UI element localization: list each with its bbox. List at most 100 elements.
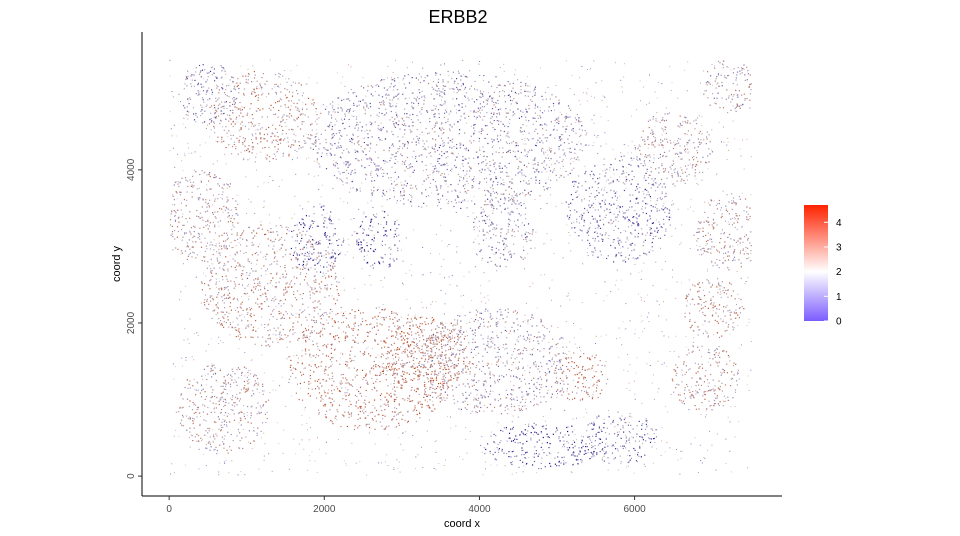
cell-point <box>530 439 532 441</box>
cell-point <box>296 224 298 226</box>
cell-point <box>661 144 663 146</box>
cell-point <box>581 460 583 462</box>
cell-point <box>732 290 734 292</box>
cell-point <box>576 218 578 220</box>
cell-point <box>298 110 300 113</box>
cell-point <box>678 142 680 144</box>
cell-point <box>678 356 680 358</box>
cell-point <box>187 180 189 182</box>
cell-point <box>218 245 221 247</box>
cell-point <box>581 390 583 392</box>
cell-point <box>229 105 231 107</box>
cell-point <box>639 149 641 152</box>
cell-point <box>540 446 542 448</box>
cell-point <box>257 282 259 284</box>
cell-point <box>408 333 410 335</box>
cell-point <box>618 244 620 246</box>
cell-point <box>169 219 172 221</box>
cell-point <box>186 85 188 87</box>
cell-point <box>638 166 640 168</box>
cell-point <box>437 331 439 334</box>
cell-point <box>629 200 631 202</box>
cell-point <box>516 455 518 457</box>
cell-point <box>257 227 259 230</box>
cell-point <box>518 203 520 205</box>
cell-point <box>522 449 524 451</box>
cell-point <box>647 155 649 157</box>
cell-point <box>460 349 462 351</box>
cell-point <box>235 285 237 287</box>
cell-point <box>620 252 622 254</box>
cell-point <box>657 198 659 200</box>
cell-point <box>305 103 307 105</box>
cell-point <box>463 338 465 340</box>
cell-point <box>325 311 327 314</box>
cell-point <box>681 369 683 371</box>
cell-point <box>589 423 591 425</box>
cell-point <box>636 188 638 190</box>
cell-point <box>696 381 698 383</box>
cell-point <box>265 341 267 343</box>
cell-point <box>698 282 700 284</box>
cell-point <box>419 401 421 403</box>
cell-point <box>490 224 492 226</box>
cell-point <box>631 233 633 235</box>
cell-point <box>486 231 488 233</box>
cell-point <box>270 228 272 230</box>
cell-point <box>400 346 402 348</box>
cell-point <box>206 307 208 310</box>
cell-point <box>229 79 231 81</box>
cell-point <box>706 379 709 381</box>
cell-point <box>637 236 639 238</box>
cell-point <box>697 138 699 140</box>
cell-point <box>579 215 581 218</box>
cell-point <box>736 215 738 217</box>
cell-point <box>591 441 593 443</box>
cell-point <box>427 368 429 371</box>
cell-point <box>412 359 414 361</box>
cell-point <box>226 278 228 280</box>
cell-point <box>181 252 183 254</box>
cell-point <box>652 222 654 224</box>
cell-point <box>474 218 476 220</box>
cell-point <box>307 241 309 243</box>
cell-point <box>407 321 409 323</box>
cell-point <box>285 283 287 285</box>
cell-point <box>313 307 315 309</box>
cell-point <box>388 329 390 331</box>
cell-point <box>565 462 567 464</box>
cell-point <box>373 237 375 239</box>
cell-point <box>272 310 274 312</box>
cell-point <box>290 313 292 315</box>
cell-point <box>383 319 385 321</box>
cell-point <box>697 291 699 293</box>
cell-point <box>264 292 266 294</box>
cell-point <box>253 393 255 395</box>
cell-point <box>195 394 197 396</box>
cell-point <box>491 206 493 208</box>
cell-point <box>621 173 623 175</box>
cell-point <box>330 347 332 349</box>
cell-point <box>720 237 722 240</box>
cell-point <box>354 311 356 313</box>
cell-point <box>576 455 578 457</box>
cell-point <box>440 333 442 335</box>
cell-point <box>254 288 257 290</box>
cell-point <box>445 377 447 379</box>
cell-point <box>696 391 698 393</box>
cell-point <box>234 87 236 89</box>
cell-point <box>708 282 710 284</box>
cell-point <box>189 217 191 219</box>
cell-point <box>652 222 654 224</box>
cell-point <box>626 216 628 218</box>
cell-point <box>706 84 708 86</box>
cell-point <box>403 342 405 344</box>
cell-point <box>301 253 303 255</box>
cell-point <box>549 453 551 455</box>
cell-point <box>610 219 612 221</box>
cell-point <box>365 216 367 218</box>
cell-point <box>750 89 752 91</box>
cell-point <box>327 355 329 357</box>
cell-point <box>295 258 297 260</box>
cell-point <box>357 334 359 336</box>
